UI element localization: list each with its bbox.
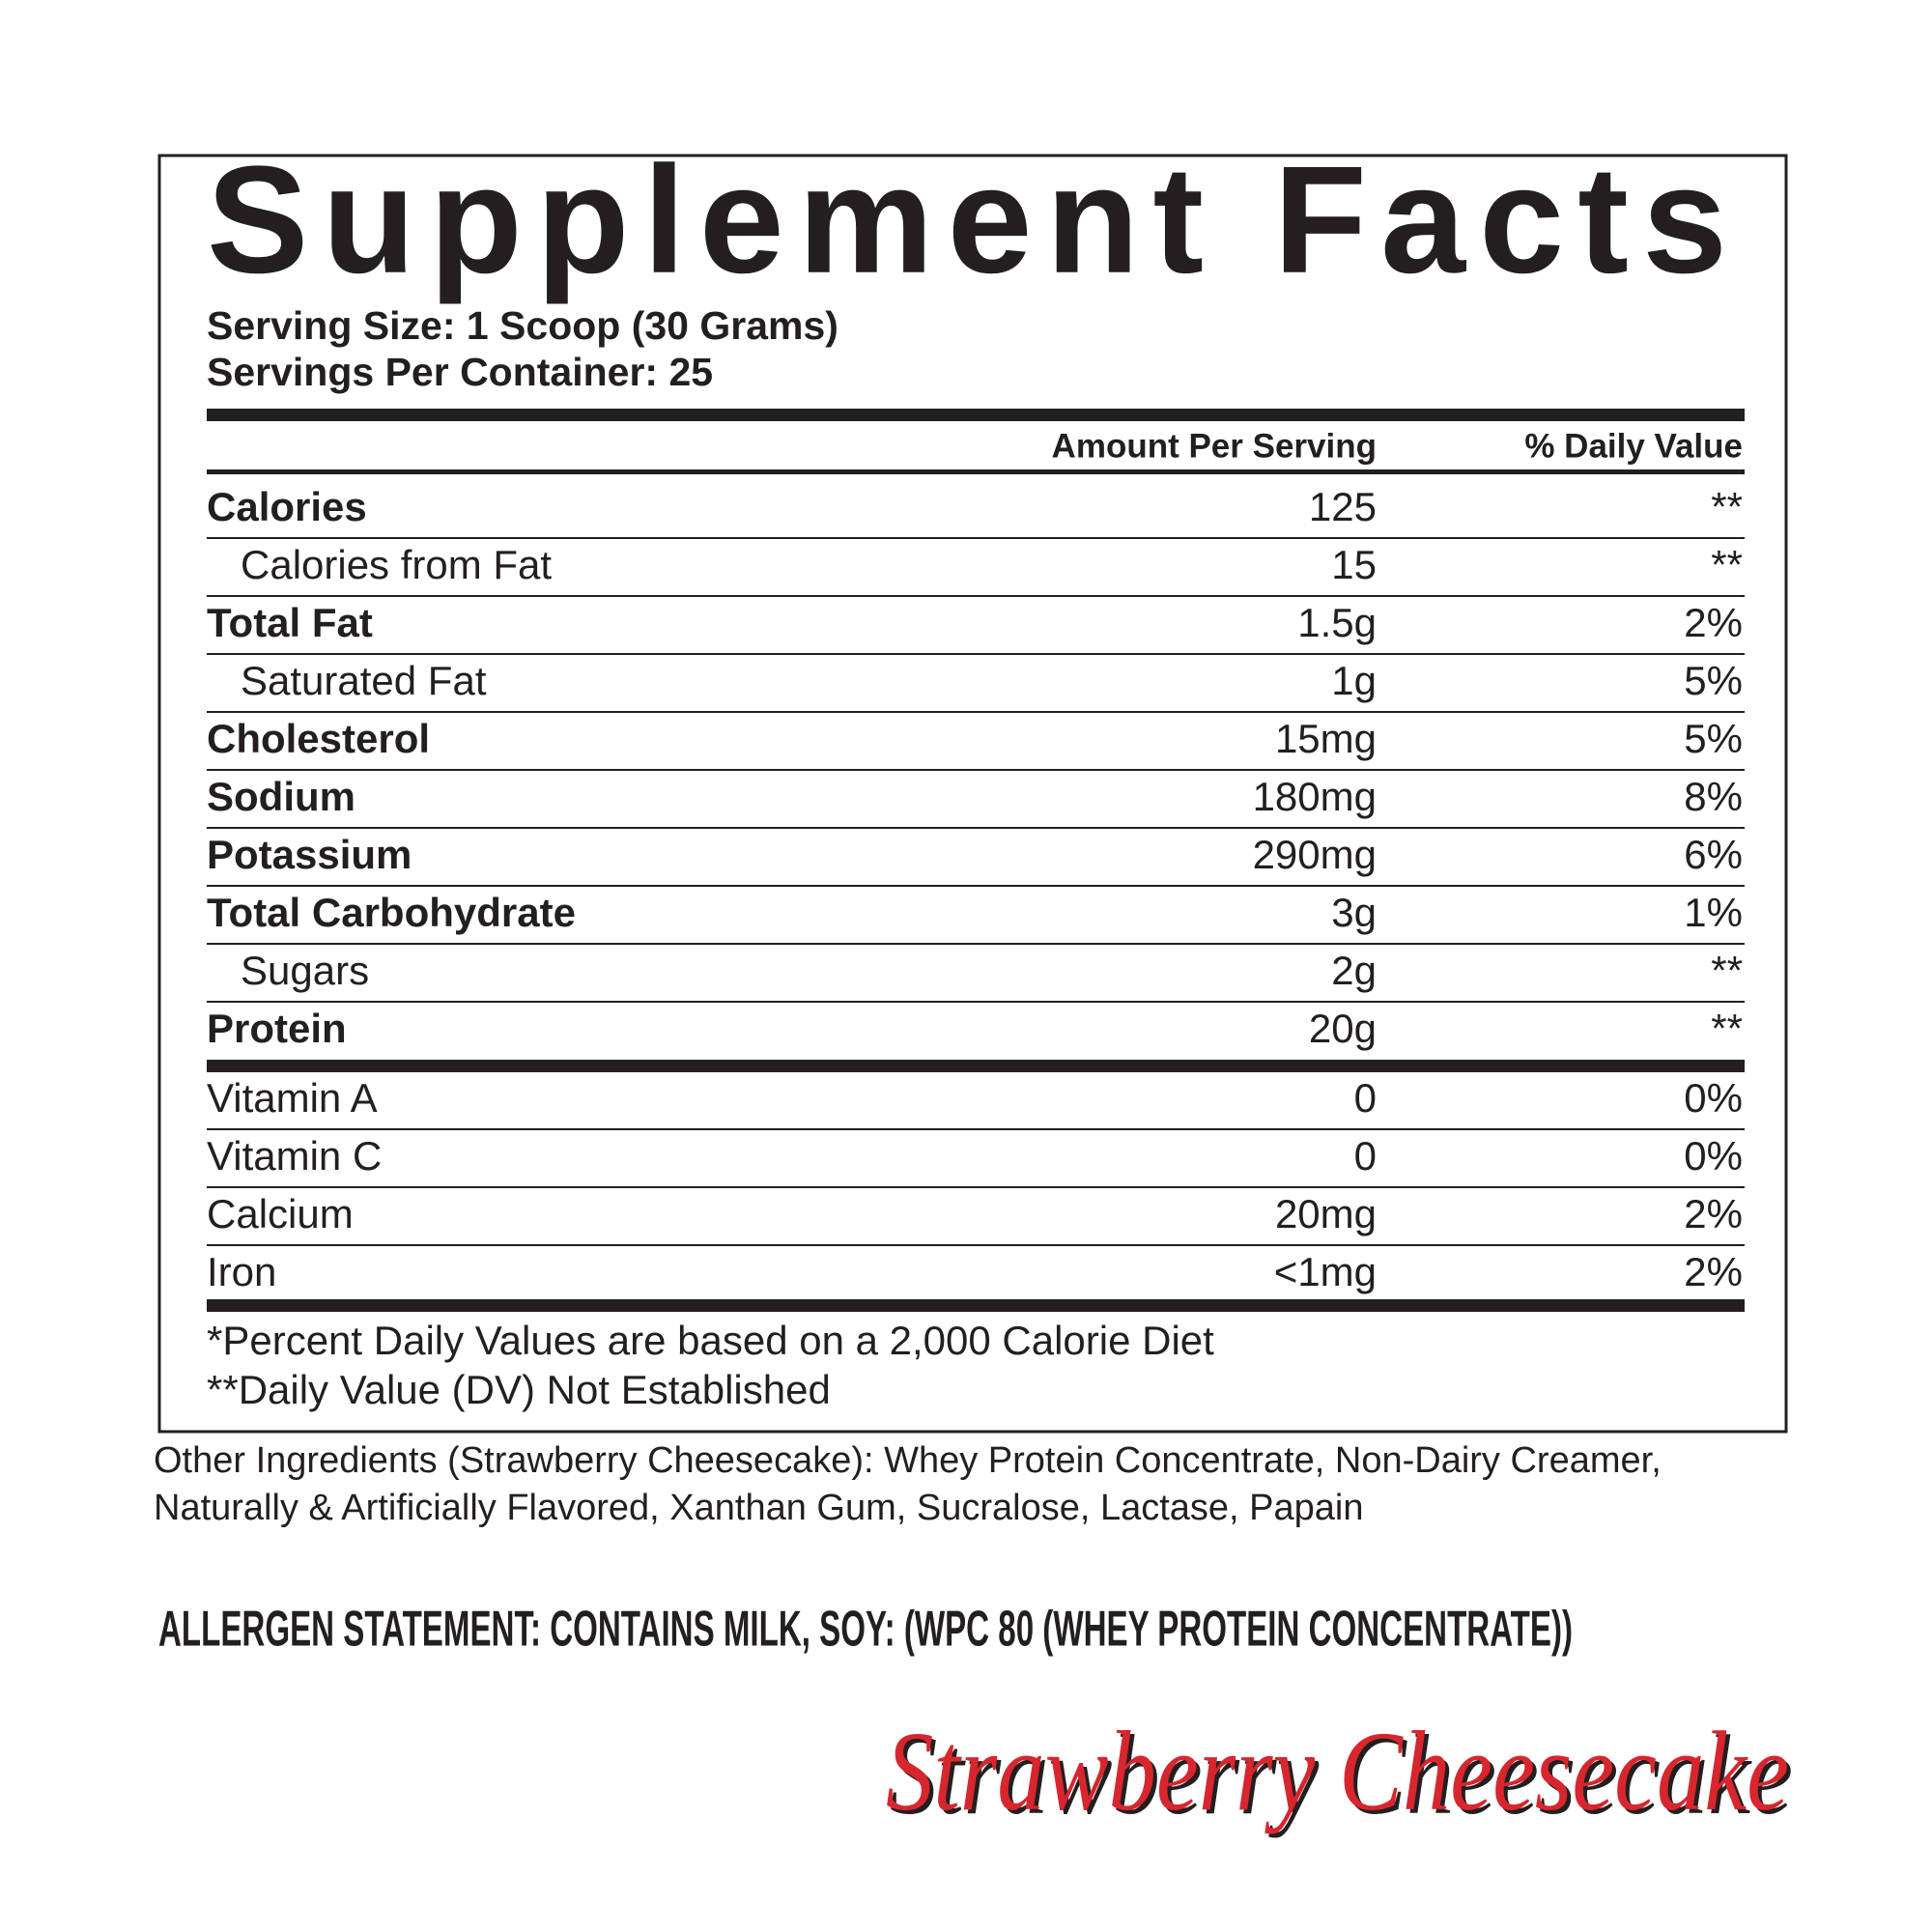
nutrient-name: Calories [207, 484, 367, 529]
daily-value: 5% [1684, 658, 1743, 703]
row-rule [207, 711, 1745, 713]
daily-value: 2% [1684, 600, 1743, 645]
dv-header: % Daily Value [1524, 427, 1743, 465]
nutrient-name: Total Carbohydrate [207, 890, 576, 935]
amount: 1g [1331, 658, 1377, 703]
rule [207, 469, 1745, 474]
nutrient-name: Cholesterol [207, 716, 430, 761]
flavor-name: Strawberry Cheesecake [886, 1708, 1789, 1834]
row-rule [207, 1128, 1745, 1130]
amount: 2g [1331, 948, 1377, 993]
amount: 20g [1309, 1006, 1377, 1051]
amount: 0 [1354, 1075, 1377, 1121]
daily-value: ** [1711, 948, 1743, 993]
amount: <1mg [1274, 1249, 1377, 1294]
nutrient-name: Sugars [241, 948, 369, 993]
daily-value: 1% [1684, 890, 1743, 935]
amount: 125 [1309, 484, 1377, 529]
other-ingredients: Naturally & Artificially Flavored, Xanth… [154, 1488, 1364, 1528]
daily-value: 2% [1684, 1191, 1743, 1236]
daily-value: 2% [1684, 1249, 1743, 1294]
rows: Calories 125 ** Calories from Fat 15 ** Total … [207, 484, 1745, 1312]
thick-rule [207, 1060, 1745, 1072]
row-rule [207, 943, 1745, 945]
row-rule [207, 1186, 1745, 1188]
nutrient-name: Iron [207, 1249, 276, 1294]
daily-value: ** [1711, 542, 1743, 587]
row-rule [207, 653, 1745, 655]
daily-value: 5% [1684, 716, 1743, 761]
servings-per-container: Servings Per Container: 25 [207, 350, 713, 394]
nutrient-name: Saturated Fat [241, 658, 487, 703]
amount: 1.5g [1297, 600, 1377, 645]
footnote: *Percent Daily Values are based on a 2,0… [207, 1318, 1214, 1363]
nutrient-name: Calcium [207, 1191, 354, 1236]
title: Supplement Facts [207, 135, 1727, 305]
nutrient-name: Potassium [207, 832, 412, 877]
row-rule [207, 1244, 1745, 1246]
daily-value: 8% [1684, 774, 1743, 819]
amount: 0 [1354, 1133, 1377, 1179]
amount: 20mg [1275, 1191, 1377, 1236]
nutrient-name: Total Fat [207, 600, 373, 645]
flavor-shadow: Strawberry Cheesecake [890, 1712, 1793, 1838]
daily-value: 0% [1684, 1075, 1743, 1121]
row-rule [207, 769, 1745, 771]
facts-box [157, 154, 1788, 1434]
nutrient-name: Sodium [207, 774, 355, 819]
amount: 15mg [1275, 716, 1377, 761]
nutrient-name: Vitamin C [207, 1133, 382, 1179]
daily-value: ** [1711, 484, 1743, 529]
nutrient-name: Vitamin A [207, 1075, 378, 1121]
daily-value: ** [1711, 1006, 1743, 1051]
row-rule [207, 885, 1745, 887]
row-rule [207, 827, 1745, 829]
amount-header: Amount Per Serving [1052, 427, 1377, 465]
nutrient-name: Calories from Fat [241, 542, 552, 587]
amount: 3g [1331, 890, 1377, 935]
other-ingredients: Other Ingredients (Strawberry Cheesecake… [154, 1440, 1662, 1481]
amount: 180mg [1253, 774, 1377, 819]
amount: 15 [1331, 542, 1377, 587]
row-rule [207, 1001, 1745, 1003]
thick-rule [207, 409, 1745, 421]
allergen-statement: ALLERGEN STATEMENT: CONTAINS MILK, SOY: … [158, 1602, 1573, 1658]
serving-size: Serving Size: 1 Scoop (30 Grams) [207, 303, 838, 348]
thick-rule [207, 1299, 1745, 1312]
footnote: **Daily Value (DV) Not Established [207, 1367, 831, 1412]
daily-value: 6% [1684, 832, 1743, 877]
row-rule [207, 595, 1745, 597]
row-rule [207, 537, 1745, 539]
amount: 290mg [1253, 832, 1377, 877]
daily-value: 0% [1684, 1133, 1743, 1179]
nutrient-name: Protein [207, 1006, 347, 1051]
